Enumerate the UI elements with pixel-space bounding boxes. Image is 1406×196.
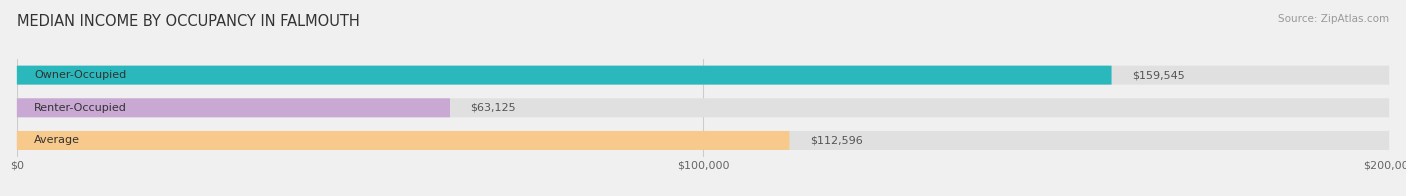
FancyBboxPatch shape	[17, 131, 789, 150]
Text: Owner-Occupied: Owner-Occupied	[34, 70, 127, 80]
Text: Source: ZipAtlas.com: Source: ZipAtlas.com	[1278, 14, 1389, 24]
Text: $63,125: $63,125	[471, 103, 516, 113]
Text: Renter-Occupied: Renter-Occupied	[34, 103, 127, 113]
FancyBboxPatch shape	[17, 98, 450, 117]
Text: MEDIAN INCOME BY OCCUPANCY IN FALMOUTH: MEDIAN INCOME BY OCCUPANCY IN FALMOUTH	[17, 14, 360, 29]
FancyBboxPatch shape	[17, 131, 1389, 150]
Text: $112,596: $112,596	[810, 135, 863, 145]
FancyBboxPatch shape	[17, 66, 1389, 85]
FancyBboxPatch shape	[17, 66, 1112, 85]
Text: Average: Average	[34, 135, 80, 145]
FancyBboxPatch shape	[17, 98, 1389, 117]
Text: $159,545: $159,545	[1132, 70, 1185, 80]
